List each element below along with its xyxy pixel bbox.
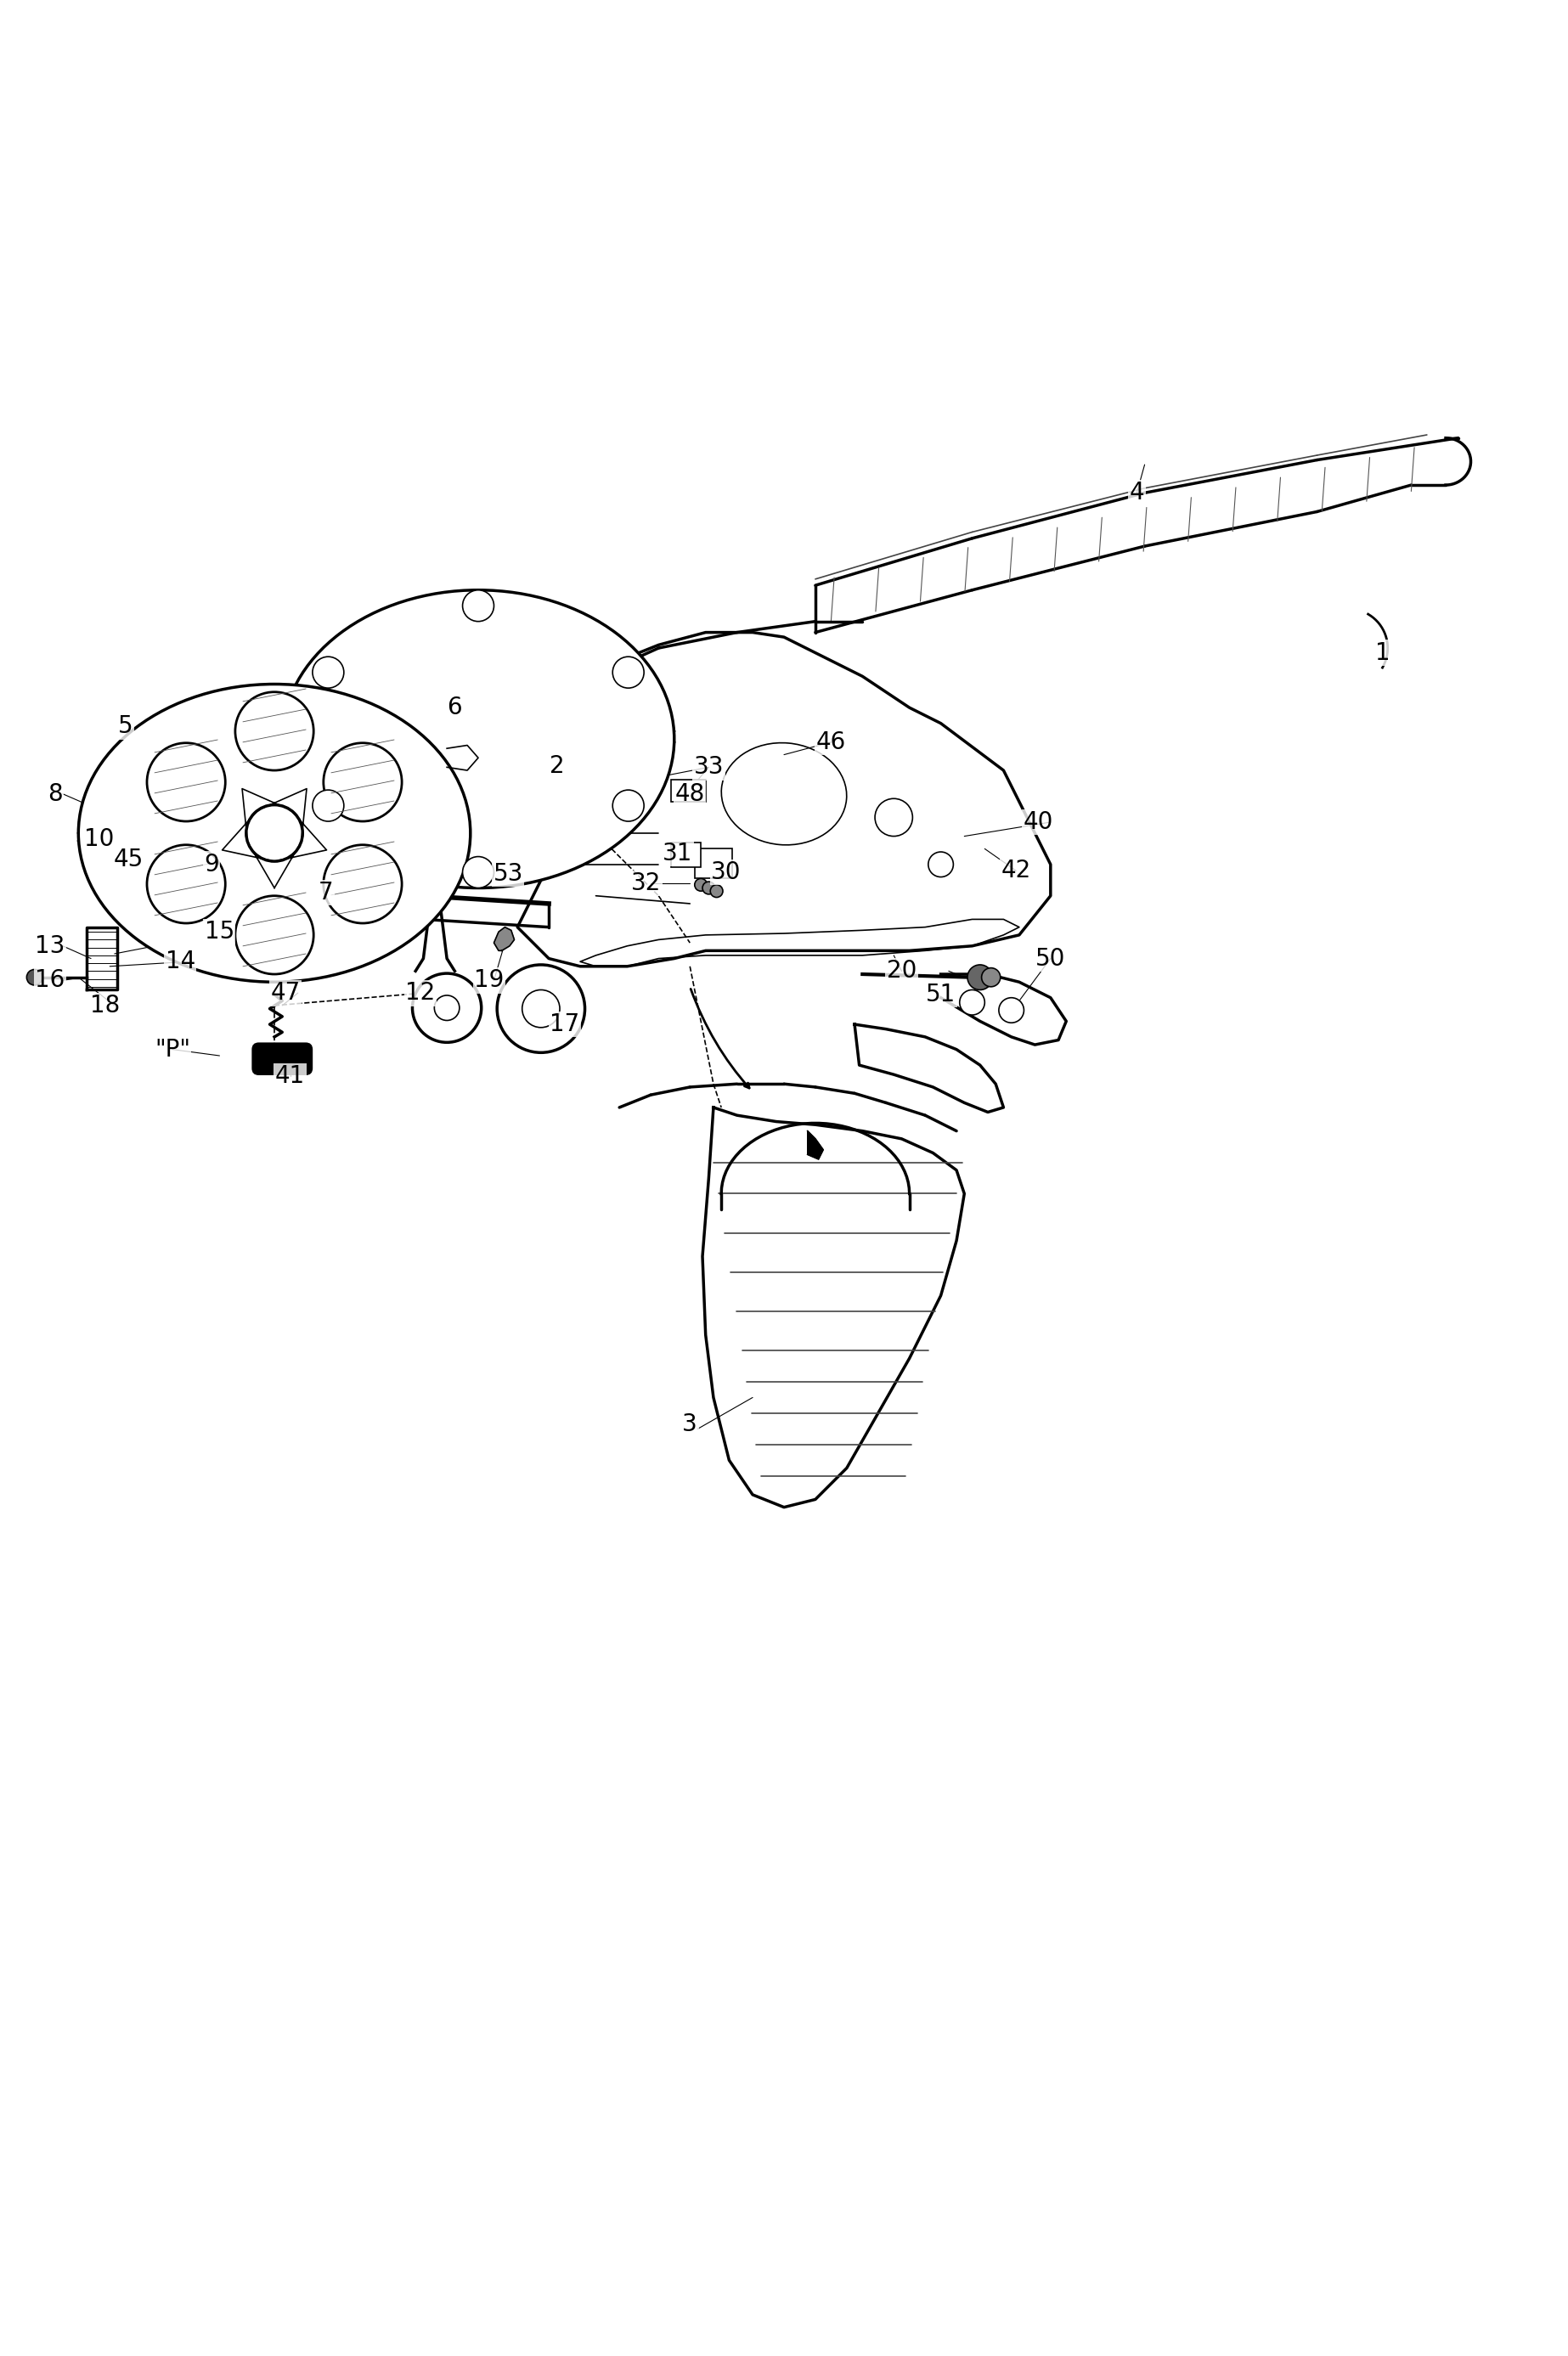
Text: 1: 1 xyxy=(1375,641,1391,664)
Ellipse shape xyxy=(78,683,470,982)
Circle shape xyxy=(875,799,913,836)
FancyBboxPatch shape xyxy=(695,848,732,879)
Circle shape xyxy=(323,846,401,924)
Text: 4: 4 xyxy=(1129,481,1145,504)
Polygon shape xyxy=(941,973,1066,1044)
Circle shape xyxy=(695,879,707,891)
Text: 47: 47 xyxy=(270,980,301,1006)
Text: 48: 48 xyxy=(674,782,706,806)
Circle shape xyxy=(246,806,303,862)
Text: 5: 5 xyxy=(118,714,133,737)
Circle shape xyxy=(235,693,314,770)
Circle shape xyxy=(999,997,1024,1023)
Text: "P": "P" xyxy=(155,1037,190,1060)
Text: 42: 42 xyxy=(1000,860,1032,884)
Ellipse shape xyxy=(282,589,674,888)
Text: 9: 9 xyxy=(204,853,220,876)
Text: 30: 30 xyxy=(710,860,742,884)
Circle shape xyxy=(613,789,644,822)
Circle shape xyxy=(412,973,481,1041)
Circle shape xyxy=(702,881,715,895)
Circle shape xyxy=(312,657,343,688)
Circle shape xyxy=(613,657,644,688)
Text: 40: 40 xyxy=(1022,810,1054,834)
Text: 32: 32 xyxy=(630,872,662,895)
Circle shape xyxy=(967,964,993,990)
Text: 16: 16 xyxy=(34,968,66,992)
Text: 6: 6 xyxy=(447,695,463,719)
Circle shape xyxy=(960,990,985,1015)
Circle shape xyxy=(27,968,42,985)
Circle shape xyxy=(463,589,494,622)
Text: 18: 18 xyxy=(89,994,121,1018)
Text: 13: 13 xyxy=(34,933,66,959)
Circle shape xyxy=(147,742,226,822)
Text: 12: 12 xyxy=(405,980,436,1006)
Circle shape xyxy=(497,964,585,1053)
Text: 15: 15 xyxy=(204,919,235,945)
Text: 3: 3 xyxy=(682,1411,698,1437)
Circle shape xyxy=(463,858,494,888)
Circle shape xyxy=(522,990,560,1027)
Polygon shape xyxy=(494,928,514,952)
Polygon shape xyxy=(855,1025,1004,1112)
Circle shape xyxy=(323,742,401,822)
Text: 7: 7 xyxy=(318,881,334,905)
Text: 31: 31 xyxy=(662,841,693,865)
Text: 53: 53 xyxy=(492,862,524,886)
Text: 41: 41 xyxy=(274,1065,306,1088)
Text: 8: 8 xyxy=(47,782,63,806)
Circle shape xyxy=(982,968,1000,987)
FancyBboxPatch shape xyxy=(671,780,706,801)
Circle shape xyxy=(928,853,953,876)
Circle shape xyxy=(312,789,343,822)
Text: 19: 19 xyxy=(474,968,505,992)
Text: 33: 33 xyxy=(693,756,724,780)
Text: 20: 20 xyxy=(886,959,917,982)
Circle shape xyxy=(147,846,226,924)
Text: 10: 10 xyxy=(83,827,114,851)
Circle shape xyxy=(235,895,314,973)
Text: 17: 17 xyxy=(549,1013,580,1037)
FancyBboxPatch shape xyxy=(252,1044,312,1074)
Text: 45: 45 xyxy=(113,848,144,872)
Text: 50: 50 xyxy=(1035,947,1066,971)
Text: 2: 2 xyxy=(549,754,564,777)
Circle shape xyxy=(434,994,459,1020)
Text: 14: 14 xyxy=(165,949,196,973)
Circle shape xyxy=(710,886,723,898)
Text: 46: 46 xyxy=(815,730,847,754)
Text: 51: 51 xyxy=(925,982,956,1006)
Polygon shape xyxy=(808,1131,823,1159)
FancyBboxPatch shape xyxy=(671,843,701,867)
